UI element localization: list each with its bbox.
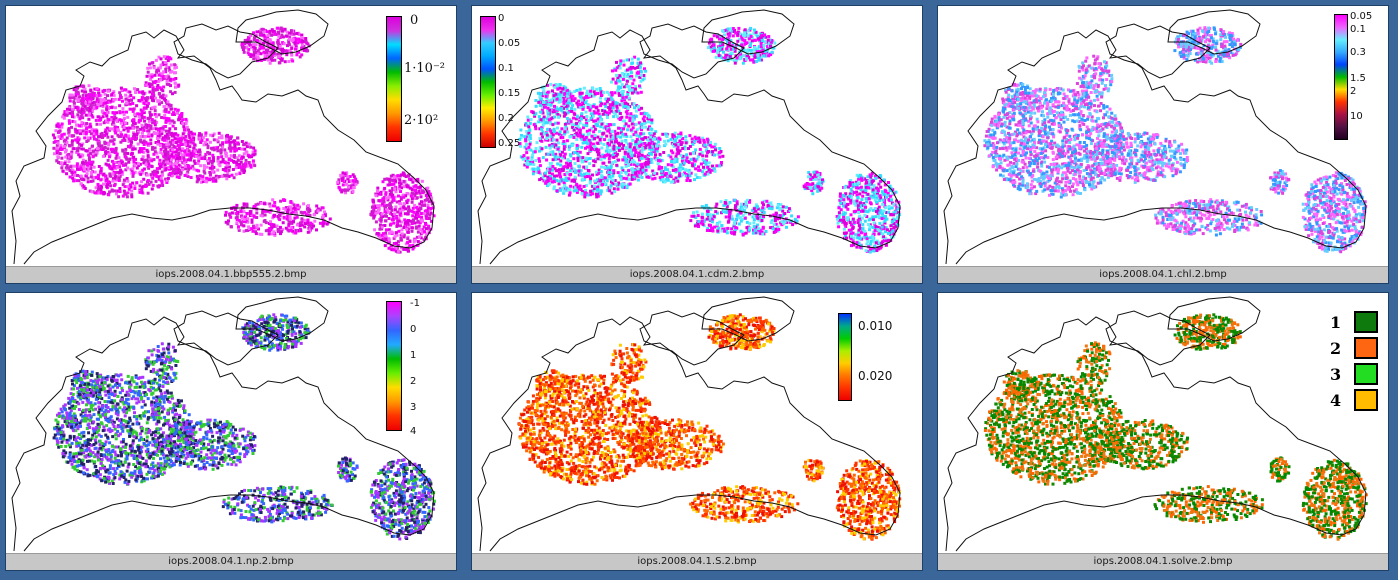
map-image xyxy=(11,9,436,265)
class-swatch xyxy=(1354,311,1378,333)
class-swatch xyxy=(1354,337,1378,359)
legend-tick-label: 1·10⁻² xyxy=(404,61,446,76)
legend-tick-label: 0.15 xyxy=(498,88,521,99)
legend-tick-label: 0.3 xyxy=(1350,47,1366,58)
legend-tick-label: 0.2 xyxy=(498,113,514,124)
azov-sea-outline xyxy=(235,9,329,55)
class-legend: 1 2 3 4 xyxy=(1330,311,1388,421)
legend-tick-label: 0.1 xyxy=(1350,24,1366,35)
crimea-outline xyxy=(173,23,279,79)
image-filename-caption: iops.2008.04.1.solve.2.bmp xyxy=(938,553,1388,570)
legend-tick-label: 1 xyxy=(410,350,417,361)
map-image xyxy=(943,9,1368,265)
legend-tick-label: 0 xyxy=(410,324,417,335)
azov-sea-outline xyxy=(1167,9,1261,55)
coastline xyxy=(477,29,901,265)
legend-tick-label: 4 xyxy=(410,426,417,437)
legend-tick-label: 0.25 xyxy=(498,138,521,149)
legend-tick-label: 2 xyxy=(410,376,417,387)
colorbar xyxy=(480,16,496,148)
azov-sea-outline xyxy=(701,9,795,55)
coastline xyxy=(943,29,1367,265)
map-panel-np: -1 0 1 2 3 4 iops.2008.04.1.np.2.bmp xyxy=(5,292,457,571)
map-image xyxy=(943,296,1368,552)
colorbar-legend: 0 0.05 0.1 0.15 0.2 0.25 xyxy=(478,14,538,154)
coastline xyxy=(11,316,435,552)
legend-tick-label: 0.1 xyxy=(498,63,514,74)
coastline xyxy=(943,316,1367,552)
map-image xyxy=(477,296,902,552)
azov-sea-outline xyxy=(701,296,795,342)
coastline xyxy=(11,29,435,265)
crimea-outline xyxy=(1105,310,1211,366)
colorbar-legend: 0.05 0.1 0.3 1.5 2 10 xyxy=(1334,12,1388,142)
legend-tick-label: 2·10² xyxy=(404,113,439,128)
crimea-outline xyxy=(639,23,745,79)
image-filename-caption: iops.2008.04.1.S.2.bmp xyxy=(472,553,922,570)
map-panel-cdm: 0 0.05 0.1 0.15 0.2 0.25 iops.2008.04.1.… xyxy=(471,5,923,284)
colorbar-legend: 0.010 0.020 xyxy=(838,313,918,403)
class-number: 1 xyxy=(1330,313,1342,332)
legend-tick-label: -1 xyxy=(410,298,420,309)
legend-tick-label: 0.020 xyxy=(858,369,893,383)
map-image xyxy=(477,9,901,265)
retrieval-pixels xyxy=(518,26,901,254)
legend-tick-label: 0 xyxy=(410,13,419,28)
map-image xyxy=(11,296,436,552)
legend-tick-label: 0.05 xyxy=(498,38,521,49)
map-panel-bbp555: 0 1·10⁻² 2·10² iops.2008.04.1.bbp555.2.b… xyxy=(5,5,457,284)
coastline xyxy=(477,316,901,552)
map-panel-s: 0.010 0.020 iops.2008.04.1.S.2.bmp xyxy=(471,292,923,571)
colorbar-legend: 0 1·10⁻² 2·10² xyxy=(386,13,454,144)
colorbar xyxy=(386,16,402,142)
image-filename-caption: iops.2008.04.1.np.2.bmp xyxy=(6,553,456,570)
retrieval-pixels xyxy=(983,313,1368,541)
colorbar xyxy=(1334,14,1348,140)
colorbar xyxy=(386,301,402,431)
class-swatch xyxy=(1354,363,1378,385)
legend-tick-label: 2 xyxy=(1350,86,1357,97)
legend-tick-label: 0.010 xyxy=(858,319,893,333)
legend-tick-label: 3 xyxy=(410,402,417,413)
colorbar-legend: -1 0 1 2 3 4 xyxy=(386,299,446,439)
retrieval-pixels xyxy=(51,26,436,254)
class-number: 2 xyxy=(1330,339,1342,358)
map-panel-chl: 0.05 0.1 0.3 1.5 2 10 iops.2008.04.1.chl… xyxy=(937,5,1389,284)
legend-tick-label: 1.5 xyxy=(1350,73,1366,84)
crimea-outline xyxy=(1105,23,1211,79)
azov-sea-outline xyxy=(235,296,329,342)
map-panel-solve: 1 2 3 4 iops.2008.04.1.solve.2.bmp xyxy=(937,292,1389,571)
azov-sea-outline xyxy=(1167,296,1261,342)
retrieval-pixels xyxy=(983,26,1368,254)
image-filename-caption: iops.2008.04.1.cdm.2.bmp xyxy=(472,266,922,283)
crimea-outline xyxy=(173,310,279,366)
crimea-outline xyxy=(639,310,745,366)
retrieval-pixels xyxy=(52,313,436,541)
retrieval-pixels xyxy=(517,313,902,541)
colorbar xyxy=(838,313,852,401)
class-swatch xyxy=(1354,389,1378,411)
legend-tick-label: 0 xyxy=(498,13,505,24)
legend-tick-label: 0.05 xyxy=(1350,11,1373,22)
legend-tick-label: 10 xyxy=(1350,111,1363,122)
image-filename-caption: iops.2008.04.1.bbp555.2.bmp xyxy=(6,266,456,283)
class-number: 4 xyxy=(1330,391,1342,410)
class-number: 3 xyxy=(1330,365,1342,384)
image-filename-caption: iops.2008.04.1.chl.2.bmp xyxy=(938,266,1388,283)
